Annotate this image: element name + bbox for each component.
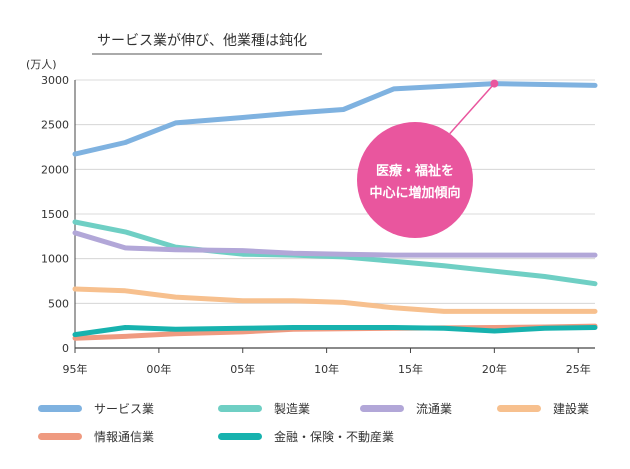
legend-swatch-finance bbox=[218, 433, 262, 440]
series-line-0 bbox=[72, 81, 598, 157]
y-tick-label-5: 2500 bbox=[41, 119, 69, 132]
legend-label-it: 情報通信業 bbox=[94, 430, 155, 444]
y-tick-label-3: 1500 bbox=[41, 208, 69, 221]
legend-swatch-distribution bbox=[360, 405, 404, 412]
legend-item-it: 情報通信業 bbox=[38, 428, 154, 445]
legend-label-construction: 建設業 bbox=[553, 402, 590, 416]
annotation-bubble bbox=[357, 122, 473, 238]
legend-item-distribution: 流通業 bbox=[360, 400, 452, 417]
legend-swatch-it bbox=[38, 433, 82, 440]
annotation-text-line-0: 医療・福祉を bbox=[376, 163, 454, 179]
annotation-leader-line bbox=[449, 83, 495, 135]
legend-item-construction: 建設業 bbox=[497, 400, 589, 417]
chart-title: サービス業が伸び、他業種は鈍化 bbox=[97, 33, 307, 49]
legend-label-finance: 金融・保険・不動産業 bbox=[274, 430, 395, 444]
legend-item-manufacturing: 製造業 bbox=[218, 400, 310, 417]
legend-swatch-manufacturing bbox=[218, 405, 262, 412]
x-tick-label-0: 95年 bbox=[63, 362, 88, 376]
legend-swatch-construction bbox=[497, 405, 541, 412]
x-tick-label-4: 15年 bbox=[398, 362, 423, 376]
legend-item-finance: 金融・保険・不動産業 bbox=[218, 428, 394, 445]
y-tick-label-1: 500 bbox=[48, 297, 69, 310]
y-tick-label-0: 0 bbox=[62, 342, 69, 355]
x-tick-label-3: 10年 bbox=[314, 362, 339, 376]
x-tick-label-6: 25年 bbox=[566, 362, 591, 376]
y-tick-label-4: 2000 bbox=[41, 163, 69, 176]
series-line-1 bbox=[72, 219, 598, 287]
legend: サービス業 製造業 流通業 建設業 情報通信業 金融・保険・不動産業 bbox=[0, 392, 630, 452]
legend-swatch-services bbox=[38, 405, 82, 412]
legend-label-manufacturing: 製造業 bbox=[274, 402, 311, 416]
y-axis-unit: (万人) bbox=[26, 58, 57, 71]
annotation-point bbox=[490, 79, 499, 88]
legend-label-distribution: 流通業 bbox=[416, 402, 453, 416]
series-line-2 bbox=[72, 230, 598, 258]
x-tick-label-2: 05年 bbox=[230, 362, 255, 376]
annotation-text-line-1: 中心に増加傾向 bbox=[369, 185, 460, 201]
x-tick-label-1: 00年 bbox=[146, 362, 171, 376]
legend-label-services: サービス業 bbox=[94, 402, 155, 416]
legend-item-services: サービス業 bbox=[38, 400, 154, 417]
y-tick-label-6: 3000 bbox=[41, 74, 69, 87]
series-line-3 bbox=[72, 286, 598, 314]
x-tick-label-5: 20年 bbox=[482, 362, 507, 376]
y-tick-label-2: 1000 bbox=[41, 253, 69, 266]
series-line-5 bbox=[72, 325, 598, 338]
